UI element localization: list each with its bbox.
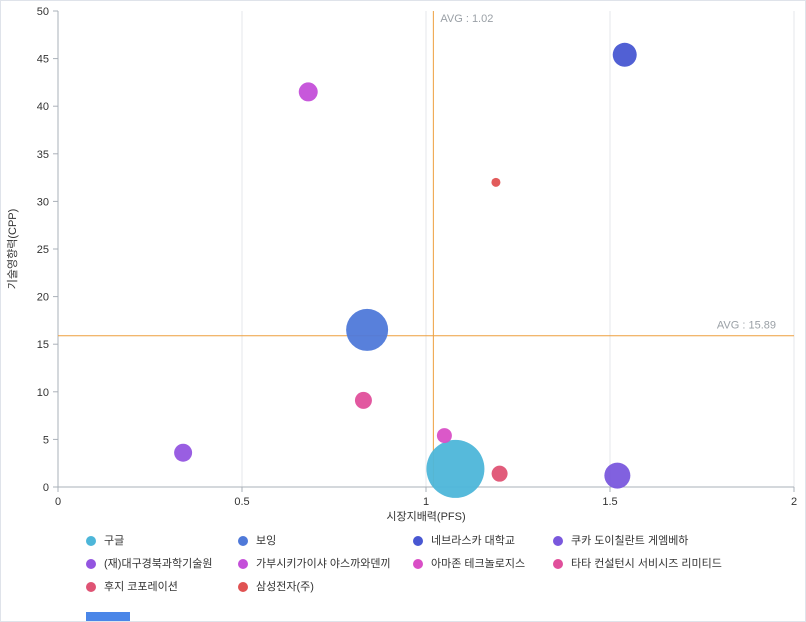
legend-label: 가부시키가이샤 야스까와덴끼 — [256, 558, 391, 570]
x-tick-label: 0 — [55, 496, 61, 508]
legend-item[interactable]: 타타 컨설턴시 서비시즈 리미티드 — [553, 557, 722, 571]
avg-y-label: AVG : 15.89 — [717, 320, 776, 332]
x-tick-label: 1 — [423, 496, 429, 508]
legend-item[interactable]: 보잉 — [238, 534, 276, 548]
legend-marker — [553, 559, 563, 569]
chart-bubble[interactable] — [491, 177, 501, 187]
x-tick-label: 1.5 — [602, 496, 617, 508]
legend-marker — [238, 559, 248, 569]
legend-item[interactable]: 후지 코포레이션 — [86, 580, 178, 594]
legend-marker — [86, 536, 96, 546]
legend-label: 삼성전자(주) — [256, 581, 314, 593]
legend-item[interactable]: 구글 — [86, 534, 124, 548]
legend-label: 보잉 — [256, 535, 277, 547]
bottom-blue-bar — [86, 612, 130, 621]
y-tick-label: 10 — [37, 387, 49, 399]
legend-label: 쿠카 도이칠란트 게엠베하 — [571, 535, 689, 547]
legend-marker — [238, 582, 248, 592]
avg-x-label: AVG : 1.02 — [440, 13, 493, 25]
chart-bubble[interactable] — [612, 42, 637, 67]
y-tick-label: 40 — [37, 101, 49, 113]
legend-label: 구글 — [104, 535, 125, 547]
legend-item[interactable]: 가부시키가이샤 야스까와덴끼 — [238, 557, 391, 571]
chart-bubble[interactable] — [491, 465, 508, 482]
x-axis-title: 시장지배력(PFS) — [386, 510, 465, 523]
legend-marker — [86, 582, 96, 592]
y-tick-label: 0 — [43, 482, 49, 494]
chart-bubble[interactable] — [436, 428, 452, 444]
legend-item[interactable]: 쿠카 도이칠란트 게엠베하 — [553, 534, 688, 548]
y-tick-label: 30 — [37, 196, 49, 208]
legend-item[interactable]: (재)대구경북과학기술원 — [86, 557, 213, 571]
legend-label: 아마존 테크놀로지스 — [431, 558, 526, 570]
y-tick-label: 45 — [37, 54, 49, 66]
legend-item[interactable]: 삼성전자(주) — [238, 580, 314, 594]
y-tick-label: 5 — [43, 434, 49, 446]
legend-marker — [413, 559, 423, 569]
x-tick-label: 2 — [791, 496, 797, 508]
chart-bubble[interactable] — [174, 443, 193, 462]
y-axis-title: 기술영향력(CPP) — [6, 209, 19, 290]
y-tick-label: 20 — [37, 292, 49, 304]
legend-marker — [413, 536, 423, 546]
legend-label: 후지 코포레이션 — [104, 581, 178, 593]
legend-marker — [86, 559, 96, 569]
chart-bubble[interactable] — [354, 391, 372, 409]
y-tick-label: 50 — [37, 6, 49, 18]
bubble-chart: 0 5 10 15 20 25 30 35 40 45 50 0 0.5 1 1.5 2 기술영향력(CPP) 시… — [6, 6, 797, 523]
legend-label: 타타 컨설턴시 서비시즈 리미티드 — [571, 558, 722, 570]
chart-bubble[interactable] — [426, 439, 485, 498]
legend-marker — [238, 536, 248, 546]
y-tick-label: 25 — [37, 244, 49, 256]
chart-bubble[interactable] — [298, 82, 318, 102]
legend-label: (재)대구경북과학기술원 — [104, 558, 213, 570]
legend-marker — [553, 536, 563, 546]
chart-bubble[interactable] — [346, 308, 389, 351]
legend-item[interactable]: 네브라스카 대학교 — [413, 534, 515, 548]
chart-bubble[interactable] — [604, 462, 631, 489]
y-tick-label: 35 — [37, 149, 49, 161]
legend-item[interactable]: 아마존 테크놀로지스 — [413, 557, 525, 571]
legend-label: 네브라스카 대학교 — [431, 535, 516, 547]
y-tick-label: 15 — [37, 339, 49, 351]
x-tick-label: 0.5 — [234, 496, 249, 508]
